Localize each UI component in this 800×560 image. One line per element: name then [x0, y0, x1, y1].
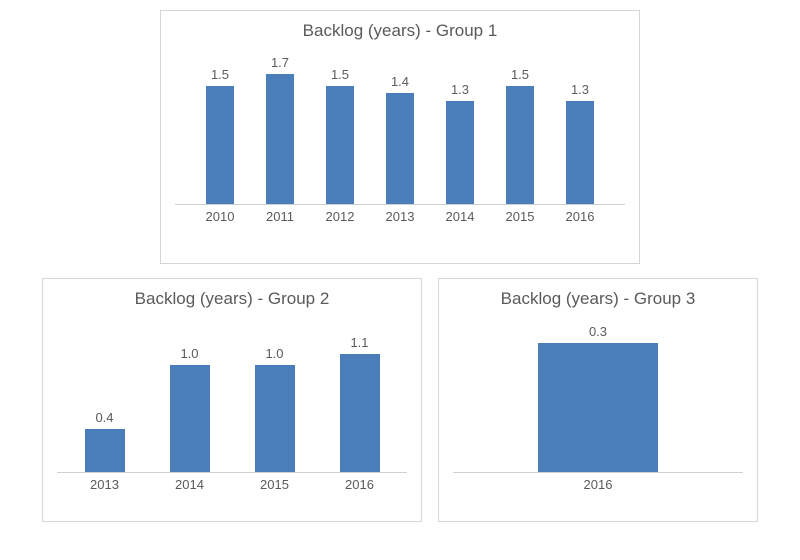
bar-column: 1.7	[250, 55, 310, 204]
bar	[386, 93, 414, 204]
chart-plot: 0.3	[453, 323, 743, 473]
x-axis-label: 2016	[317, 477, 402, 492]
bar-value-label: 1.0	[265, 346, 283, 361]
bar	[266, 74, 294, 204]
chart-xlabels: 2016	[453, 477, 743, 492]
bar-column: 1.4	[370, 55, 430, 204]
bar-column: 1.1	[317, 323, 402, 472]
bar-column: 1.5	[490, 55, 550, 204]
chart-xlabels: 2013201420152016	[57, 477, 407, 492]
bar	[170, 365, 210, 472]
x-axis-label: 2012	[310, 209, 370, 224]
bar	[206, 86, 234, 204]
bar-value-label: 1.4	[391, 74, 409, 89]
bar-column: 1.0	[147, 323, 232, 472]
bar	[538, 343, 658, 472]
bar-value-label: 0.3	[589, 324, 607, 339]
bar-column: 0.4	[62, 323, 147, 472]
bar-column: 1.5	[310, 55, 370, 204]
bar-value-label: 1.3	[451, 82, 469, 97]
chart-title: Backlog (years) - Group 3	[501, 289, 696, 309]
x-axis-label: 2015	[490, 209, 550, 224]
chart-group-3: Backlog (years) - Group 3 0.3 2016	[438, 278, 758, 522]
x-axis-label: 2010	[190, 209, 250, 224]
chart-title: Backlog (years) - Group 1	[303, 21, 498, 41]
bar-value-label: 1.5	[211, 67, 229, 82]
bar-value-label: 1.3	[571, 82, 589, 97]
x-axis-label: 2014	[430, 209, 490, 224]
x-axis-label: 2014	[147, 477, 232, 492]
bar-value-label: 0.4	[95, 410, 113, 425]
bar-column: 0.3	[508, 323, 688, 472]
chart-plot: 1.5 1.7 1.5 1.4 1.3 1.5 1.3	[175, 55, 625, 205]
bar-value-label: 1.5	[331, 67, 349, 82]
chart-group-2: Backlog (years) - Group 2 0.4 1.0 1.0 1.1 2…	[42, 278, 422, 522]
chart-group-1: Backlog (years) - Group 1 1.51.71.51.41.…	[160, 10, 640, 264]
bar-value-label: 1.7	[271, 55, 289, 70]
bar-column: 1.3	[430, 55, 490, 204]
bar	[326, 86, 354, 204]
bar-value-label: 1.5	[511, 67, 529, 82]
bar	[85, 429, 125, 472]
bar-column: 1.5	[190, 55, 250, 204]
x-axis-label: 2011	[250, 209, 310, 224]
x-axis-label: 2013	[62, 477, 147, 492]
x-axis-label: 2016	[508, 477, 688, 492]
bar	[506, 86, 534, 204]
chart-title: Backlog (years) - Group 2	[135, 289, 330, 309]
bar	[446, 101, 474, 204]
chart-xlabels: 2010201120122013201420152016	[175, 209, 625, 224]
x-axis-label: 2016	[550, 209, 610, 224]
bar-column: 1.3	[550, 55, 610, 204]
x-axis-label: 2015	[232, 477, 317, 492]
chart-plot: 0.4 1.0 1.0 1.1	[57, 323, 407, 473]
bar	[255, 365, 295, 472]
bar	[340, 354, 380, 472]
bar-value-label: 1.0	[180, 346, 198, 361]
bar-column: 1.0	[232, 323, 317, 472]
bar	[566, 101, 594, 204]
x-axis-label: 2013	[370, 209, 430, 224]
bar-value-label: 1.1	[350, 335, 368, 350]
